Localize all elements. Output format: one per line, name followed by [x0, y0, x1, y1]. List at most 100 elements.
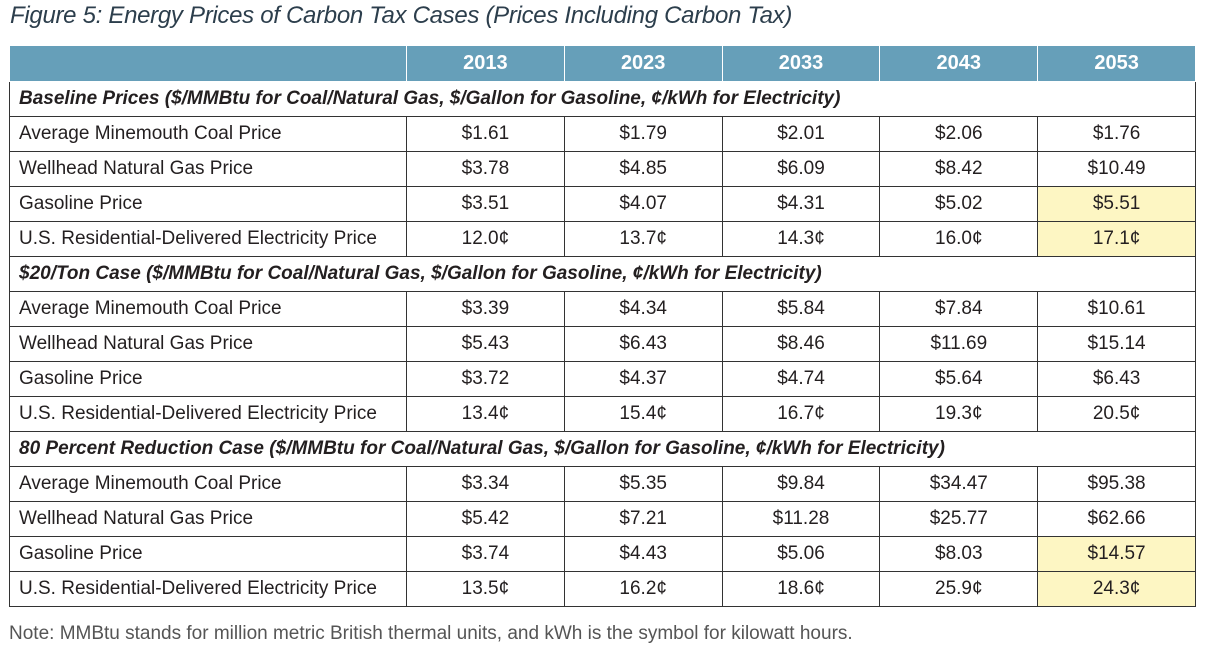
- price-cell: $6.43: [563, 326, 723, 362]
- section-heading: 80 Percent Reduction Case ($/MMBtu for C…: [9, 431, 1196, 467]
- row-label: U.S. Residential-Delivered Electricity P…: [9, 221, 407, 257]
- price-cell: $5.84: [721, 291, 881, 327]
- price-cell: $5.43: [406, 326, 565, 362]
- price-cell: $11.28: [721, 501, 881, 537]
- section-heading-row: 80 Percent Reduction Case ($/MMBtu for C…: [9, 431, 1196, 467]
- price-cell: $4.43: [563, 536, 723, 572]
- section-heading: $20/Ton Case ($/MMBtu for Coal/Natural G…: [9, 256, 1196, 292]
- year-header: 2053: [1037, 45, 1196, 82]
- table-row: Average Minemouth Coal Price $3.39 $4.34 $5…: [9, 291, 1196, 327]
- price-cell: $7.84: [879, 291, 1039, 327]
- price-cell: 16.0¢: [879, 221, 1039, 257]
- price-cell: $7.21: [563, 501, 723, 537]
- table-row: Gasoline Price $3.72 $4.37 $4.74 $5.64 $6.43: [9, 361, 1196, 397]
- row-label: Wellhead Natural Gas Price: [9, 151, 407, 187]
- table-row: Wellhead Natural Gas Price $3.78 $4.85 $6.0…: [9, 151, 1196, 187]
- price-cell: $3.72: [406, 361, 565, 397]
- price-cell: $5.02: [879, 186, 1039, 222]
- price-cell: 13.7¢: [563, 221, 723, 257]
- year-header: 2033: [721, 45, 881, 82]
- row-label: Gasoline Price: [9, 536, 407, 572]
- price-cell: $5.64: [879, 361, 1039, 397]
- price-cell: 16.2¢: [563, 571, 723, 607]
- price-cell: $4.74: [721, 361, 881, 397]
- price-cell: $8.42: [879, 151, 1039, 187]
- price-cell: 18.6¢: [721, 571, 881, 607]
- price-cell: $3.74: [406, 536, 565, 572]
- year-header: 2023: [563, 45, 723, 82]
- footnote: Note: MMBtu stands for million metric Br…: [9, 623, 853, 644]
- price-cell: $6.09: [721, 151, 881, 187]
- price-cell: $3.51: [406, 186, 565, 222]
- price-cell: 15.4¢: [563, 396, 723, 432]
- price-cell: $14.57: [1037, 536, 1196, 572]
- row-label: Average Minemouth Coal Price: [9, 116, 407, 152]
- price-cell: $9.84: [721, 466, 881, 502]
- row-label: Gasoline Price: [9, 186, 407, 222]
- section-heading: Baseline Prices ($/MMBtu for Coal/Natura…: [9, 81, 1196, 117]
- row-label: Gasoline Price: [9, 361, 407, 397]
- price-cell: $5.42: [406, 501, 565, 537]
- price-cell: $1.76: [1037, 116, 1196, 152]
- price-cell: $34.47: [879, 466, 1039, 502]
- price-cell: $25.77: [879, 501, 1039, 537]
- section-heading-row: Baseline Prices ($/MMBtu for Coal/Natura…: [9, 81, 1196, 117]
- price-cell: 16.7¢: [721, 396, 881, 432]
- price-cell: $5.35: [563, 466, 723, 502]
- price-cell: $95.38: [1037, 466, 1196, 502]
- price-cell: 24.3¢: [1037, 571, 1196, 607]
- price-cell: $3.39: [406, 291, 565, 327]
- price-cell: $5.51: [1037, 186, 1196, 222]
- price-cell: $4.31: [721, 186, 881, 222]
- energy-prices-table: 2013 2023 2033 2043 2053 Baseline Prices…: [9, 45, 1196, 607]
- price-cell: $10.49: [1037, 151, 1196, 187]
- price-cell: $6.43: [1037, 361, 1196, 397]
- price-cell: $62.66: [1037, 501, 1196, 537]
- price-cell: $8.46: [721, 326, 881, 362]
- table-row: Average Minemouth Coal Price $1.61 $1.79 $2…: [9, 116, 1196, 152]
- row-label: U.S. Residential-Delivered Electricity P…: [9, 571, 407, 607]
- table-body: Baseline Prices ($/MMBtu for Coal/Natura…: [9, 81, 1196, 607]
- price-cell: $4.37: [563, 361, 723, 397]
- price-cell: $3.34: [406, 466, 565, 502]
- price-cell: $8.03: [879, 536, 1039, 572]
- price-cell: 12.0¢: [406, 221, 565, 257]
- table-row: Gasoline Price $3.74 $4.43 $5.06 $8.03 $14.57: [9, 536, 1196, 572]
- table-row: U.S. Residential-Delivered Electricity P…: [9, 396, 1196, 432]
- table-row: Gasoline Price $3.51 $4.07 $4.31 $5.02 $5.51: [9, 186, 1196, 222]
- row-label: Wellhead Natural Gas Price: [9, 326, 407, 362]
- price-cell: $15.14: [1037, 326, 1196, 362]
- price-cell: $10.61: [1037, 291, 1196, 327]
- price-cell: 14.3¢: [721, 221, 881, 257]
- row-label: Wellhead Natural Gas Price: [9, 501, 407, 537]
- table-row: Average Minemouth Coal Price $3.34 $5.35 $9…: [9, 466, 1196, 502]
- price-cell: $4.85: [563, 151, 723, 187]
- table-row: Wellhead Natural Gas Price $5.42 $7.21 $11.…: [9, 501, 1196, 537]
- section-heading-row: $20/Ton Case ($/MMBtu for Coal/Natural G…: [9, 256, 1196, 292]
- header-blank-cell: [9, 45, 407, 82]
- price-cell: $5.06: [721, 536, 881, 572]
- price-cell: $2.06: [879, 116, 1039, 152]
- price-cell: 13.4¢: [406, 396, 565, 432]
- price-cell: 20.5¢: [1037, 396, 1196, 432]
- row-label: Average Minemouth Coal Price: [9, 466, 407, 502]
- header-row: 2013 2023 2033 2043 2053: [9, 45, 1196, 82]
- table-row: U.S. Residential-Delivered Electricity P…: [9, 571, 1196, 607]
- table-row: U.S. Residential-Delivered Electricity P…: [9, 221, 1196, 257]
- price-cell: $1.79: [563, 116, 723, 152]
- table-row: Wellhead Natural Gas Price $5.43 $6.43 $8.4…: [9, 326, 1196, 362]
- price-cell: $11.69: [879, 326, 1039, 362]
- price-cell: 13.5¢: [406, 571, 565, 607]
- row-label: Average Minemouth Coal Price: [9, 291, 407, 327]
- price-cell: $3.78: [406, 151, 565, 187]
- price-cell: 19.3¢: [879, 396, 1039, 432]
- price-cell: $2.01: [721, 116, 881, 152]
- price-cell: $4.34: [563, 291, 723, 327]
- year-header: 2013: [406, 45, 565, 82]
- price-cell: 17.1¢: [1037, 221, 1196, 257]
- price-cell: 25.9¢: [879, 571, 1039, 607]
- row-label: U.S. Residential-Delivered Electricity P…: [9, 396, 407, 432]
- year-header: 2043: [879, 45, 1039, 82]
- price-cell: $4.07: [563, 186, 723, 222]
- figure-title: Figure 5: Energy Prices of Carbon Tax Ca…: [10, 2, 793, 29]
